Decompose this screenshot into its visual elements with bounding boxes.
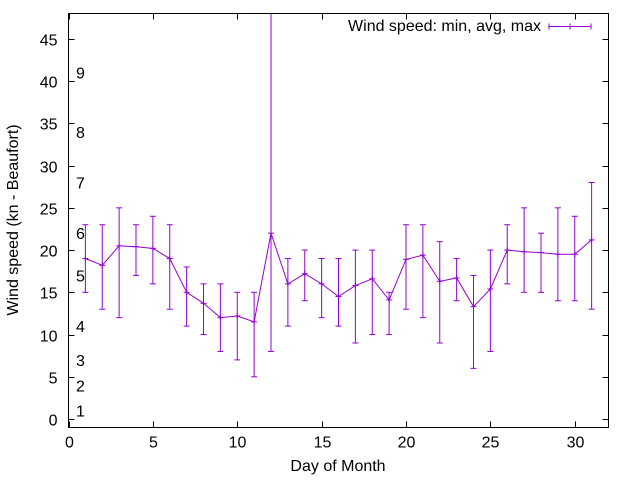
x-tick-label: 0 [65, 435, 74, 452]
beaufort-label: 8 [76, 125, 85, 142]
y-tick-label: 10 [40, 329, 58, 346]
beaufort-label: 4 [76, 319, 85, 336]
plot-frame [68, 13, 609, 428]
y-tick-label: 20 [40, 244, 58, 261]
y-tick-label: 15 [40, 286, 58, 303]
y-tick-label: 40 [40, 75, 58, 92]
beaufort-scale-labels: 1 2 3 4 5 6 7 8 9 [76, 66, 85, 421]
chart-marks [82, 13, 595, 378]
legend-label: Wind speed: min, avg, max [348, 18, 541, 35]
x-tick-label: 30 [567, 435, 585, 452]
x-tick-label: 15 [314, 435, 332, 452]
y-tick-label: 45 [40, 33, 58, 50]
y-tick-label: 25 [40, 202, 58, 219]
x-tick-label: 20 [398, 435, 416, 452]
y-tick-label: 30 [40, 160, 58, 177]
y-tick-label: 5 [49, 371, 58, 388]
x-axis: 0 5 10 15 20 25 30 [65, 13, 585, 452]
beaufort-label: 6 [76, 226, 85, 243]
x-tick-label: 10 [229, 435, 247, 452]
beaufort-label: 2 [76, 378, 85, 395]
legend: Wind speed: min, avg, max [348, 18, 592, 35]
x-tick-label: 25 [482, 435, 500, 452]
beaufort-label: 9 [76, 66, 85, 83]
x-axis-label: Day of Month [290, 458, 385, 475]
x-tick-label: 5 [149, 435, 158, 452]
y-tick-label: 35 [40, 117, 58, 134]
beaufort-label: 3 [76, 353, 85, 370]
beaufort-label: 1 [76, 404, 85, 421]
beaufort-label: 7 [76, 175, 85, 192]
y-axis-label: Wind speed (kn - Beaufort) [5, 124, 22, 315]
y-tick-label: 0 [49, 413, 58, 430]
beaufort-label: 5 [76, 268, 85, 285]
